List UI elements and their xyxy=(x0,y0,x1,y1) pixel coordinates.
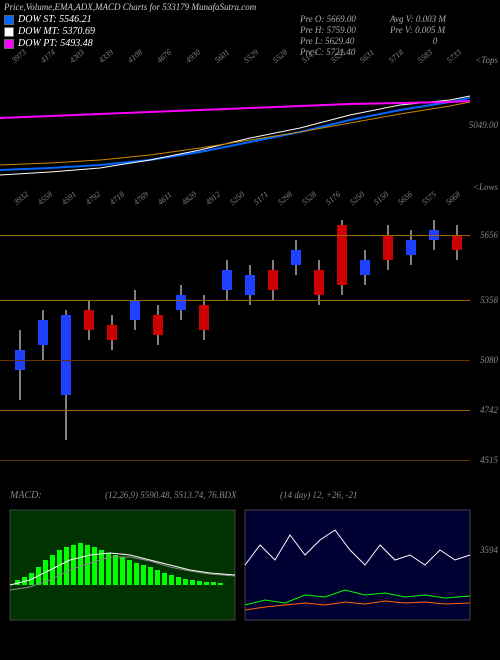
legend: DOW ST: 5546.21DOW MT: 5370.69DOW PT: 54… xyxy=(4,14,95,50)
chart-title: Price,Volume,EMA,ADX,MACD Charts for 533… xyxy=(0,0,500,14)
ema-panel: 3973417443034339410846764930560155295528… xyxy=(0,60,500,190)
macd-panel: MACD: (12,26,9) 5590.48, 5513.74, 76.BDX… xyxy=(0,490,500,640)
candlestick-panel: 3932455845914792471847694611482049125250… xyxy=(0,200,500,480)
